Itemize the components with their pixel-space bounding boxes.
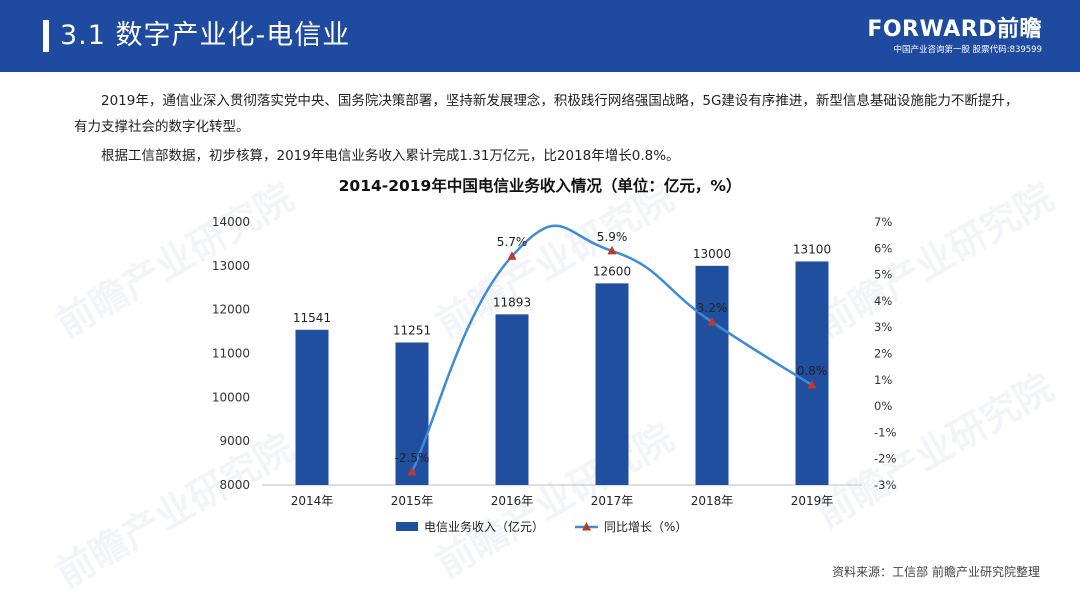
header-accent-bar [43,20,49,52]
bar-value-label: 11541 [293,311,331,325]
bar [495,314,529,485]
header-band: 3.1 数字产业化-电信业 FORWARD前瞻 中国产业咨询第一股 股票代码:8… [0,0,1080,72]
bar-value-label: 11251 [393,323,431,337]
y-left-tick-label: 12000 [212,303,250,317]
bar [395,342,429,485]
y-right-tick-label: 5% [874,268,892,282]
y-right-tick-label: 7% [874,215,892,229]
x-tick-label: 2018年 [691,494,734,508]
y-right-tick-label: -3% [874,478,896,492]
bar [295,329,329,485]
growth-value-label: 0.8% [797,364,828,378]
growth-point [607,245,617,255]
source-note: 资料来源：工信部 前瞻产业研究院整理 [832,565,1040,579]
growth-line [410,224,813,473]
y-right-tick-label: 6% [874,241,892,255]
brand-logo: FORWARD前瞻 中国产业咨询第一股 股票代码:839599 [867,18,1042,56]
bar [695,265,729,485]
y-left-tick-label: 11000 [212,347,250,361]
bar-value-label: 11893 [493,295,531,309]
y-right-tick-label: 2% [874,347,892,361]
legend-line-label: 同比增长（%） [604,520,687,534]
x-tick-label: 2014年 [291,494,334,508]
growth-point [807,380,817,389]
chart-title: 2014-2019年中国电信业务收入情况（单位：亿元，%） [338,177,742,195]
bar-value-label: 13100 [793,242,831,256]
growth-point [507,251,517,260]
x-tick-label: 2019年 [791,494,834,508]
x-tick-label: 2016年 [491,494,534,508]
growth-point [407,466,417,476]
y-right-tick-label: 3% [874,320,892,334]
growth-value-label: 3.2% [697,301,728,315]
bar-value-label: 13000 [693,247,731,261]
growth-point [707,316,717,326]
legend-bar-label: 电信业务收入（亿元） [424,519,544,534]
y-right-tick-label: -2% [874,452,896,466]
intro-paragraph: 2019年，通信业深入贯彻落实党中央、国务院决策部署，坚持新发展理念，积极践行网… [74,93,1019,135]
y-right-tick-label: -1% [874,425,896,439]
growth-value-label: 5.9% [597,230,628,244]
legend-bar-swatch [396,522,418,531]
legend-line-marker [582,522,591,531]
brand-subtitle: 中国产业咨询第一股 股票代码:839599 [893,45,1042,55]
bar-value-label: 12600 [593,264,631,278]
bar [595,283,629,485]
y-right-tick-label: 1% [874,373,892,387]
growth-value-label: -2.5% [395,451,430,465]
growth-value-label: 5.7% [497,235,528,249]
bar [795,261,829,485]
data-paragraph: 根据工信部数据，初步核算，2019年电信业务收入累计完成1.31万亿元，比201… [101,148,680,164]
y-left-tick-label: 10000 [212,390,250,404]
y-right-tick-label: 4% [874,294,892,308]
brand-name: FORWARD前瞻 [867,17,1042,42]
y-left-tick-label: 8000 [219,478,250,492]
y-left-tick-label: 9000 [219,434,250,448]
x-tick-label: 2017年 [591,494,634,508]
x-tick-label: 2015年 [391,494,434,508]
y-right-tick-label: 0% [874,399,892,413]
y-left-tick-label: 14000 [212,215,250,229]
page-title: 3.1 数字产业化-电信业 [60,20,351,51]
y-left-tick-label: 13000 [212,259,250,273]
